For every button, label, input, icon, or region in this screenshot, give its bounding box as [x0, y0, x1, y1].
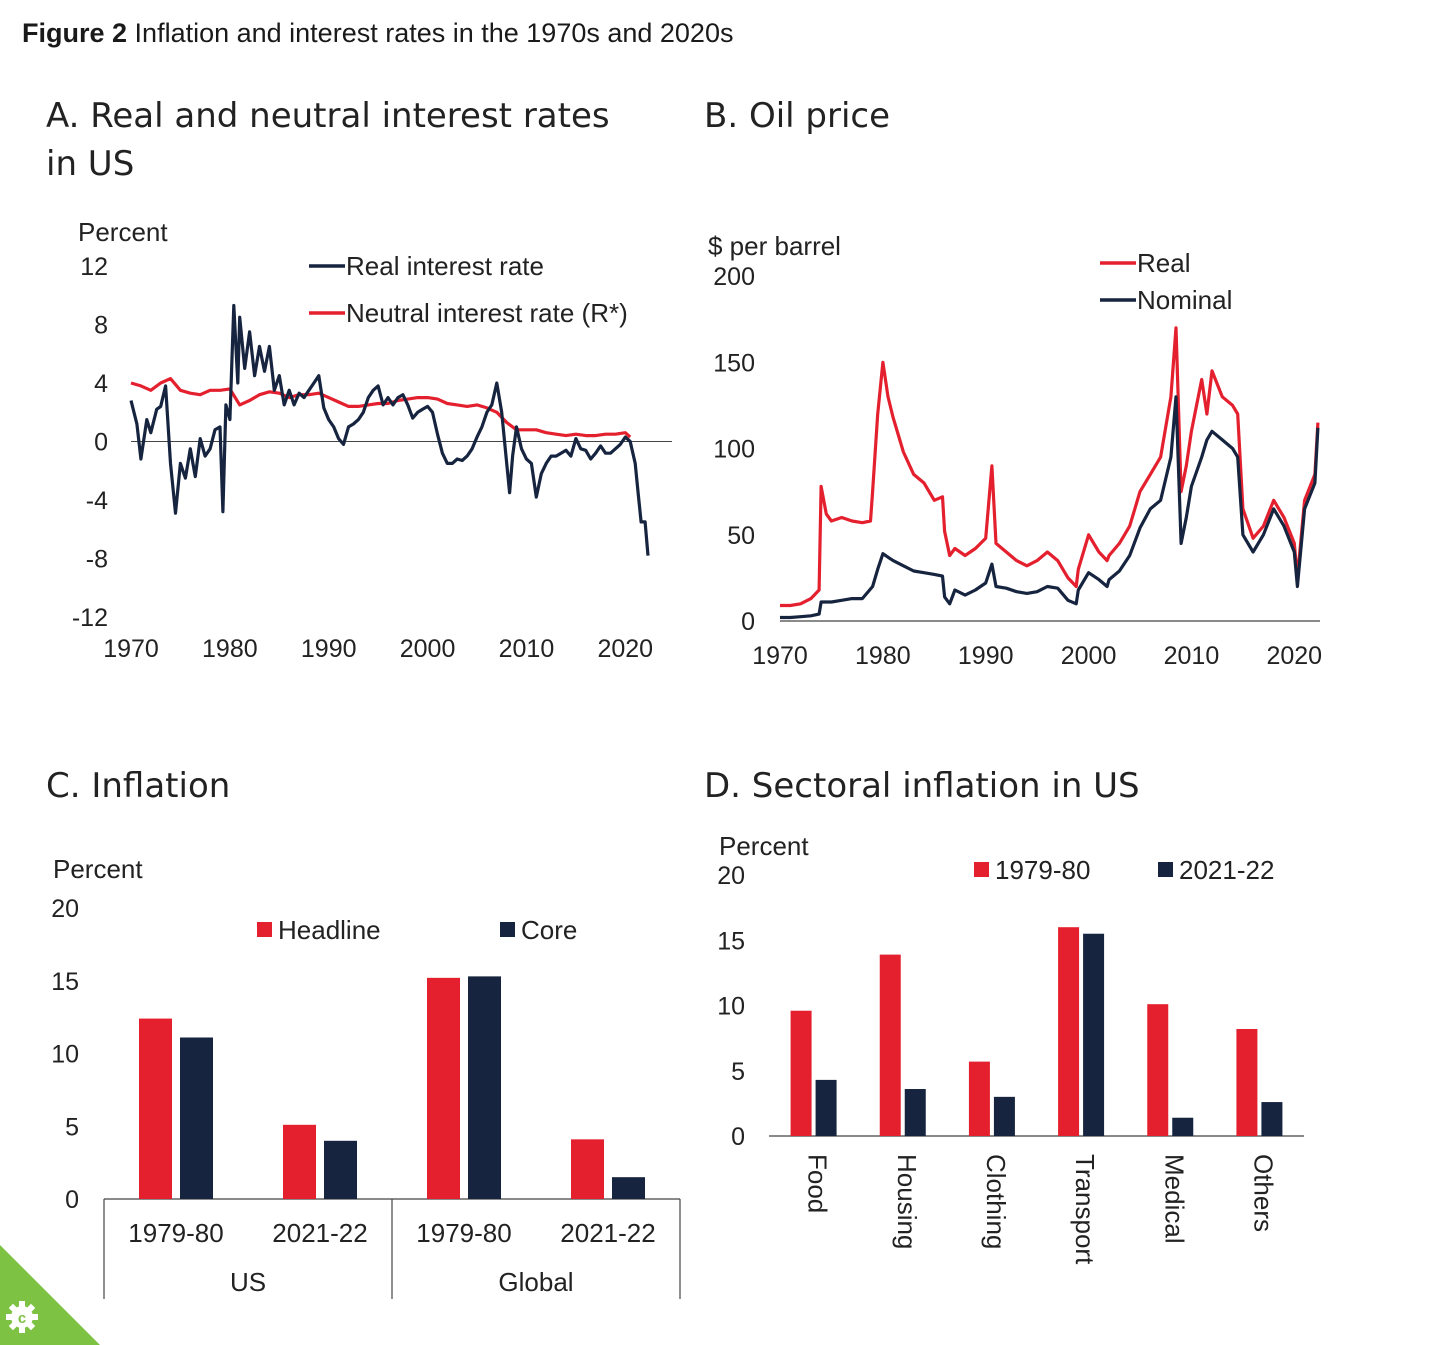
panel-c-category-label-0: 1979-80 [128, 1218, 223, 1248]
panel-a-ytick-2: 4 [94, 370, 108, 398]
panel-d-category-label-1: Housing [892, 1154, 922, 1249]
panel-b-xtick-1: 1980 [855, 642, 911, 670]
panel-c-ytick-4: 0 [65, 1186, 79, 1214]
panel-b-ytick-2: 100 [713, 436, 755, 464]
panel-a-xtick-5: 2020 [597, 635, 653, 663]
panel-d-ylabel: Percent [719, 831, 809, 861]
panel-a-ylabel: Percent [78, 217, 168, 247]
panel-d-legend-swatch-0 [974, 862, 989, 877]
panel-c-bar-1-0 [180, 1037, 213, 1199]
panel-d-category-label-0: Food [803, 1154, 833, 1213]
panel-d-ytick-4: 0 [731, 1123, 745, 1151]
panel-a-title: A. Real and neutral interest rates in US [46, 96, 610, 184]
panel-a-ytick-4: -4 [86, 487, 108, 515]
panel-d-category-label-4: Medical [1159, 1154, 1189, 1244]
figure-title: Figure 2 Inflation and interest rates in… [22, 18, 733, 49]
panel-c-legend-label-1: Core [521, 915, 577, 945]
panel-c-legend-label-0: Headline [278, 915, 381, 945]
panel-c-bar-0-1 [283, 1124, 316, 1199]
panel-a-xtick-2: 1990 [301, 635, 357, 663]
panel-b-legend-label-1: Nominal [1137, 285, 1232, 315]
panel-d-legend-label-0: 1979-80 [995, 855, 1090, 885]
panel-c-bar-0-2 [427, 977, 460, 1199]
panel-a-series-line-0 [129, 303, 650, 556]
panel-c-title: C. Inflation [46, 766, 231, 806]
panel-c-bar-0-3 [571, 1139, 604, 1199]
panel-c-legend-swatch-0 [257, 922, 272, 937]
panel-a-ytick-3: 0 [94, 429, 108, 457]
panel-d-bar-1-2 [993, 1096, 1015, 1136]
panel-d-bar-0-4 [1147, 1004, 1169, 1136]
panel-b-legend-label-0: Real [1137, 248, 1190, 278]
corner-badge: c [0, 1245, 100, 1345]
panel-d-category-label-5: Others [1249, 1154, 1279, 1232]
panel-d-ytick-2: 10 [717, 993, 745, 1021]
panel-b-ytick-4: 0 [741, 608, 755, 636]
panel-c-group-label-0: US [230, 1267, 266, 1297]
panel-d-category-label-3: Transport [1070, 1154, 1100, 1265]
panel-b-title: B. Oil price [704, 96, 891, 136]
panel-d-legend-swatch-1 [1158, 862, 1173, 877]
panel-b-xtick-5: 2020 [1266, 642, 1322, 670]
panel-d-ytick-0: 20 [717, 862, 745, 890]
panel-c-ytick-0: 20 [51, 895, 79, 923]
panel-c-ylabel: Percent [53, 854, 143, 884]
panel-d-ytick-3: 5 [731, 1058, 745, 1086]
panel-d-legend-label-1: 2021-22 [1179, 855, 1274, 885]
panel-d-ytick-1: 15 [717, 927, 745, 955]
panel-a-ytick-6: -12 [72, 604, 108, 632]
badge-triangle [0, 1245, 100, 1345]
panel-d-bar-0-1 [879, 954, 901, 1136]
panel-d-bar-1-5 [1261, 1102, 1283, 1136]
figure-label: Figure 2 [22, 18, 128, 48]
panel-d-bar-0-3 [1058, 927, 1080, 1136]
panel-c-ytick-1: 15 [51, 968, 79, 996]
panel-c-bar-1-1 [324, 1140, 357, 1199]
panel-a-legend-label-1: Neutral interest rate (R*) [346, 298, 628, 328]
panel-b-xtick-0: 1970 [752, 642, 808, 670]
panel-b-ytick-3: 50 [727, 522, 755, 550]
panel-d-bar-0-0 [790, 1010, 812, 1136]
panel-a-legend-label-0: Real interest rate [346, 251, 544, 281]
panel-b-series-line-0 [780, 326, 1320, 608]
panel-c-bar-1-2 [468, 976, 501, 1199]
panel-c-group-label-1: Global [498, 1267, 573, 1297]
panel-b-ytick-0: 200 [713, 263, 755, 291]
panel-d-bar-0-5 [1236, 1028, 1258, 1136]
panel-d-bar-1-4 [1172, 1117, 1194, 1136]
panel-d-category-label-2: Clothing [981, 1154, 1011, 1249]
panel-a-xtick-0: 1970 [103, 635, 159, 663]
panel-b-ytick-1: 150 [713, 349, 755, 377]
svg-text:c: c [18, 1310, 26, 1327]
panel-c-bar-0-0 [139, 1018, 172, 1199]
panel-c-category-label-2: 1979-80 [416, 1218, 511, 1248]
panel-d-title: D. Sectoral inflation in US [704, 766, 1140, 806]
panel-a-xtick-1: 1980 [202, 635, 258, 663]
panel-c-legend-swatch-1 [500, 922, 515, 937]
panel-c-bar-1-3 [612, 1177, 645, 1199]
panel-c-ytick-2: 10 [51, 1041, 79, 1069]
panel-c-ytick-3: 5 [65, 1113, 79, 1141]
panel-a-ytick-5: -8 [86, 546, 108, 574]
figure-caption: Inflation and interest rates in the 1970… [134, 18, 734, 48]
panel-b-ylabel: $ per barrel [708, 231, 841, 261]
panel-b-series-line-1 [780, 395, 1320, 620]
panel-c-category-label-3: 2021-22 [560, 1218, 655, 1248]
panel-d-bar-1-0 [815, 1079, 837, 1136]
panel-a-series-line-1 [130, 377, 632, 439]
panel-d-bar-1-3 [1083, 933, 1105, 1136]
panel-d-bar-1-1 [904, 1089, 926, 1136]
panel-b-xtick-4: 2010 [1164, 642, 1220, 670]
panel-b-xtick-3: 2000 [1061, 642, 1117, 670]
panel-a-xtick-4: 2010 [499, 635, 555, 663]
panel-b-xtick-2: 1990 [958, 642, 1014, 670]
panel-a-ytick-0: 12 [80, 253, 108, 281]
panel-c-category-label-1: 2021-22 [272, 1218, 367, 1248]
panel-a-ytick-1: 8 [94, 312, 108, 340]
panel-a-xtick-3: 2000 [400, 635, 456, 663]
panel-d-bar-0-2 [968, 1061, 990, 1136]
